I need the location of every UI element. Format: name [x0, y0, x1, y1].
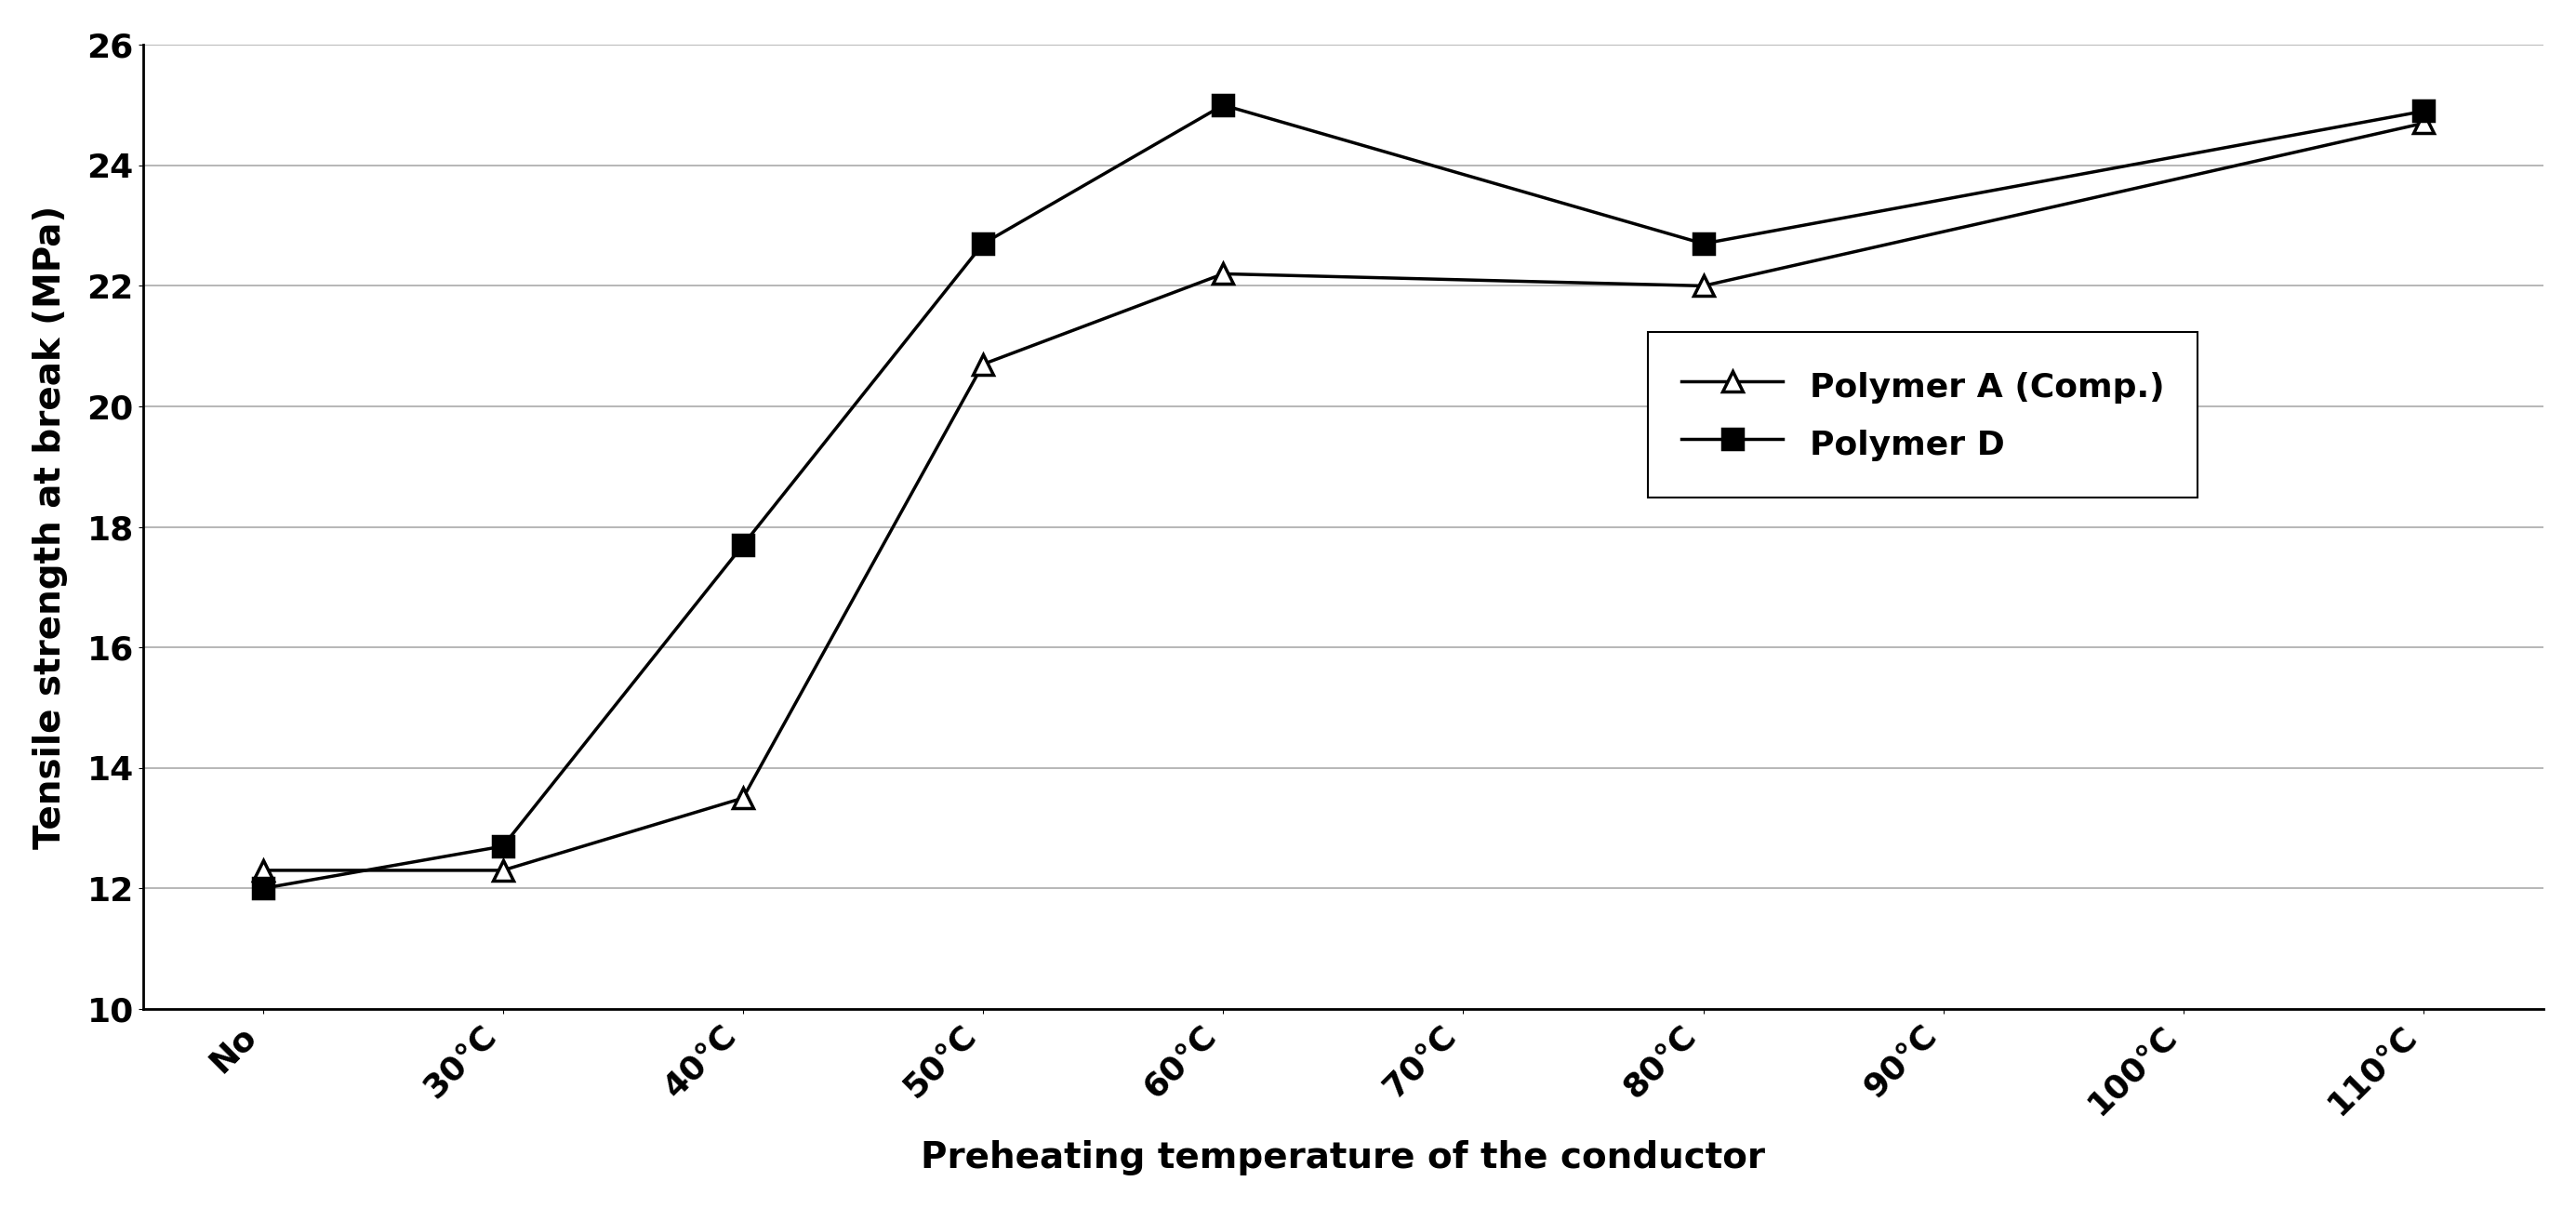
X-axis label: Preheating temperature of the conductor: Preheating temperature of the conductor	[922, 1140, 1765, 1175]
Y-axis label: Tensile strength at break (MPa): Tensile strength at break (MPa)	[33, 205, 67, 849]
Polymer A (Comp.)	[1687, 279, 1718, 294]
Line: Polymer D: Polymer D	[252, 94, 2434, 899]
Polymer D	[2409, 104, 2439, 118]
Polymer D	[969, 237, 999, 251]
Polymer D	[487, 840, 518, 854]
Polymer A (Comp.)	[726, 791, 757, 806]
Polymer D	[1687, 237, 1718, 251]
Polymer A (Comp.)	[2409, 116, 2439, 130]
Polymer D	[247, 881, 278, 895]
Polymer D	[726, 538, 757, 552]
Line: Polymer A (Comp.): Polymer A (Comp.)	[252, 112, 2434, 881]
Polymer A (Comp.)	[1208, 267, 1239, 281]
Polymer A (Comp.)	[247, 863, 278, 877]
Polymer A (Comp.)	[487, 863, 518, 877]
Polymer A (Comp.)	[969, 356, 999, 371]
Polymer D	[1208, 98, 1239, 112]
Legend: Polymer A (Comp.), Polymer D: Polymer A (Comp.), Polymer D	[1649, 331, 2197, 498]
